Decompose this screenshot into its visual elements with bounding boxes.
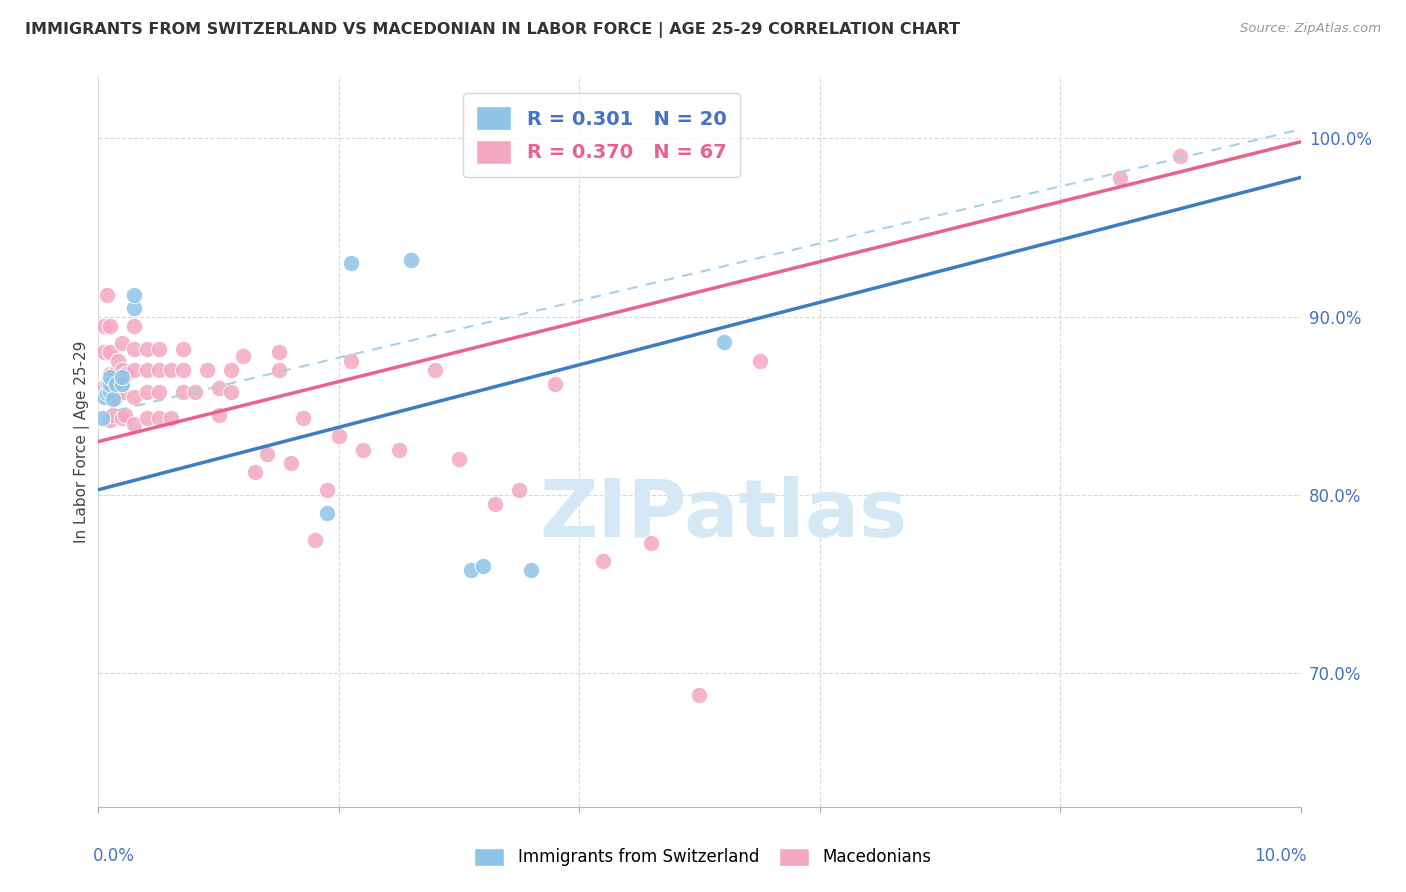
Point xyxy=(124,301,146,315)
Point xyxy=(243,465,266,479)
Point xyxy=(688,688,710,702)
Point xyxy=(148,342,170,356)
Point xyxy=(135,384,157,399)
Point xyxy=(135,342,157,356)
Point xyxy=(91,411,114,425)
Point xyxy=(91,381,114,395)
Point xyxy=(100,384,122,399)
Point xyxy=(340,354,363,368)
Point xyxy=(124,288,146,302)
Point xyxy=(111,384,134,399)
Point xyxy=(135,411,157,425)
Point xyxy=(111,370,134,384)
Point xyxy=(100,345,122,359)
Point xyxy=(640,536,662,550)
Point xyxy=(96,386,118,401)
Text: 0.0%: 0.0% xyxy=(93,847,135,865)
Legend: R = 0.301   N = 20, R = 0.370   N = 67: R = 0.301 N = 20, R = 0.370 N = 67 xyxy=(463,93,741,178)
Point xyxy=(232,349,254,363)
Point xyxy=(592,554,614,568)
Point xyxy=(111,377,134,392)
Point xyxy=(148,363,170,377)
Text: Source: ZipAtlas.com: Source: ZipAtlas.com xyxy=(1240,22,1381,36)
Text: ZIPatlas: ZIPatlas xyxy=(540,475,908,554)
Point xyxy=(472,559,495,574)
Point xyxy=(388,443,411,458)
Point xyxy=(447,452,470,467)
Point xyxy=(100,318,122,333)
Point xyxy=(508,483,530,497)
Point xyxy=(93,345,115,359)
Point xyxy=(100,413,122,427)
Point xyxy=(114,408,136,422)
Point xyxy=(352,443,374,458)
Point xyxy=(172,384,194,399)
Point xyxy=(219,363,242,377)
Text: 10.0%: 10.0% xyxy=(1254,847,1306,865)
Point xyxy=(105,390,128,404)
Point xyxy=(111,336,134,351)
Point xyxy=(291,411,314,425)
Point xyxy=(544,377,567,392)
Point xyxy=(124,363,146,377)
Point xyxy=(219,384,242,399)
Point xyxy=(103,367,125,381)
Point xyxy=(100,377,122,392)
Point xyxy=(105,377,128,392)
Point xyxy=(460,563,482,577)
Point xyxy=(267,345,290,359)
Point xyxy=(484,497,506,511)
Point xyxy=(713,334,735,349)
Point xyxy=(304,533,326,547)
Point xyxy=(101,408,124,422)
Point xyxy=(124,342,146,356)
Point xyxy=(124,417,146,431)
Point xyxy=(748,354,770,368)
Point xyxy=(172,363,194,377)
Point xyxy=(1109,170,1132,185)
Point xyxy=(148,411,170,425)
Point xyxy=(101,392,124,406)
Point xyxy=(115,367,138,381)
Point xyxy=(100,390,122,404)
Point xyxy=(172,342,194,356)
Point xyxy=(124,318,146,333)
Point xyxy=(135,363,157,377)
Point xyxy=(100,370,122,384)
Point xyxy=(423,363,446,377)
Point xyxy=(208,381,231,395)
Point xyxy=(256,447,278,461)
Point xyxy=(315,506,337,520)
Point xyxy=(96,288,118,302)
Point xyxy=(399,252,422,267)
Point xyxy=(93,390,115,404)
Point xyxy=(107,354,129,368)
Point xyxy=(93,318,115,333)
Point xyxy=(208,408,231,422)
Point xyxy=(195,363,218,377)
Point xyxy=(267,363,290,377)
Point xyxy=(111,411,134,425)
Point xyxy=(1170,149,1192,163)
Point xyxy=(97,377,120,392)
Y-axis label: In Labor Force | Age 25-29: In Labor Force | Age 25-29 xyxy=(75,341,90,542)
Legend: Immigrants from Switzerland, Macedonians: Immigrants from Switzerland, Macedonians xyxy=(468,841,938,873)
Point xyxy=(100,367,122,381)
Point xyxy=(328,429,350,443)
Point xyxy=(340,256,363,270)
Point xyxy=(124,390,146,404)
Point xyxy=(111,363,134,377)
Point xyxy=(280,456,302,470)
Point xyxy=(315,483,337,497)
Point xyxy=(159,411,181,425)
Point xyxy=(148,384,170,399)
Point xyxy=(159,363,181,377)
Point xyxy=(183,384,205,399)
Point xyxy=(520,563,543,577)
Text: IMMIGRANTS FROM SWITZERLAND VS MACEDONIAN IN LABOR FORCE | AGE 25-29 CORRELATION: IMMIGRANTS FROM SWITZERLAND VS MACEDONIA… xyxy=(25,22,960,38)
